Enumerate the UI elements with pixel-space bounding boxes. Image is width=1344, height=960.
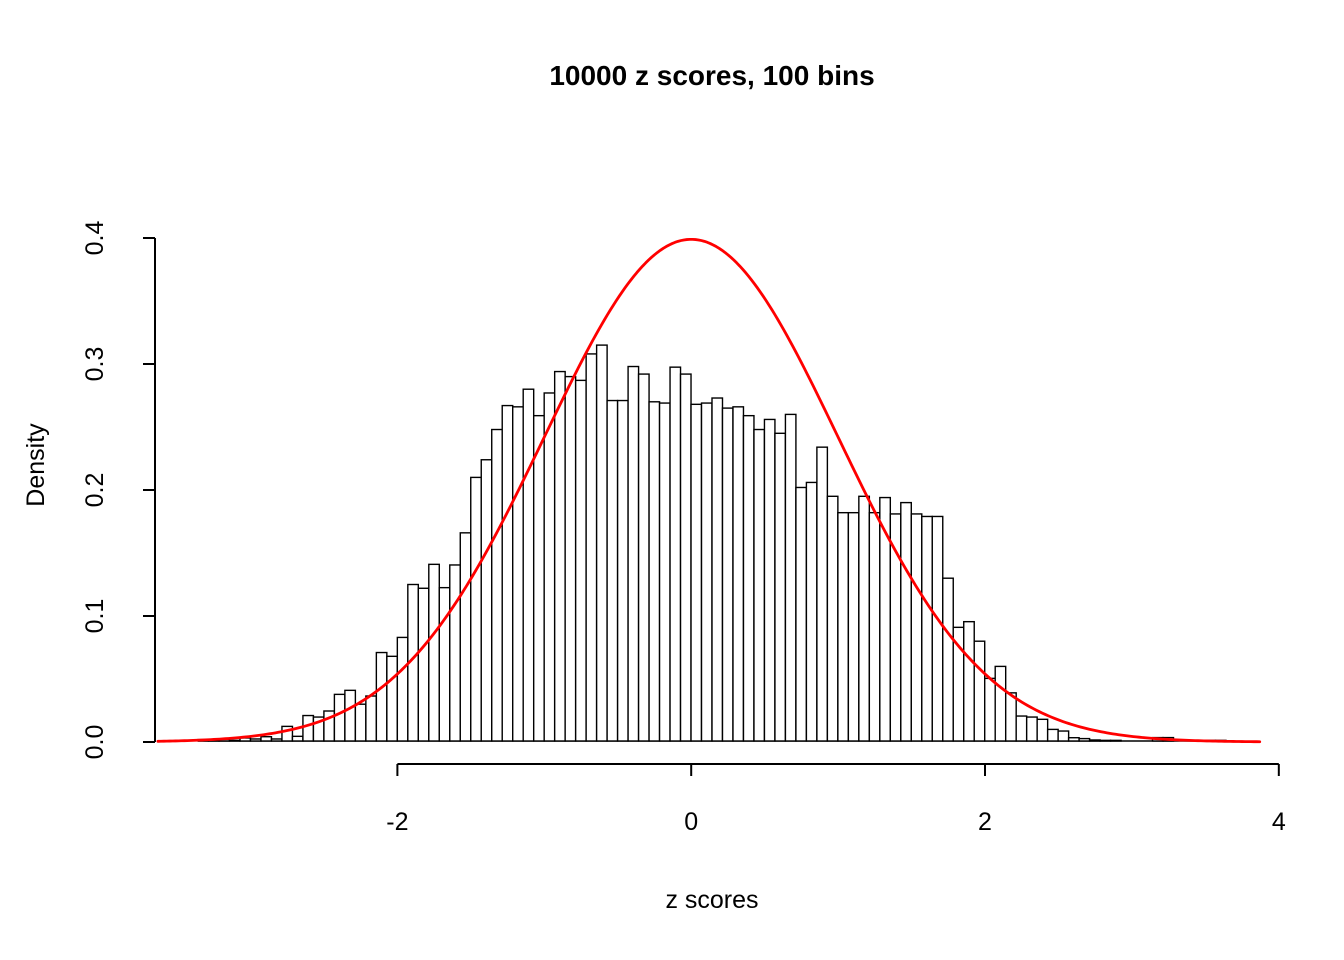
histogram-bar — [1004, 692, 1017, 742]
x-axis-tick-label: 2 — [978, 808, 992, 836]
histogram-bar — [470, 476, 482, 742]
histogram-bar — [1015, 715, 1028, 742]
histogram-bar — [438, 586, 451, 742]
x-axis: -2 0 2 4 — [386, 763, 1286, 836]
y-axis-tick-label: 0.1 — [81, 599, 109, 634]
histogram-bar — [396, 636, 409, 742]
histogram-bar — [344, 689, 357, 742]
histogram-bar — [417, 587, 430, 742]
y-axis-label: Density — [22, 423, 50, 507]
y-axis-tick-label: 0.0 — [81, 725, 109, 760]
histogram-bar — [249, 738, 262, 742]
histogram-bar — [512, 406, 524, 742]
histogram-bar — [480, 459, 493, 742]
histogram-bar — [574, 379, 587, 742]
histogram-bar — [1109, 739, 1122, 742]
normal-curve — [156, 237, 1262, 744]
histogram-bar — [459, 532, 472, 742]
histogram-bar — [595, 344, 608, 742]
histogram-bar — [900, 501, 912, 742]
histogram-bar — [270, 738, 283, 742]
histogram-bar — [910, 513, 923, 742]
histogram-bar — [564, 375, 577, 742]
histogram-bar — [354, 703, 367, 742]
histogram-bar — [501, 404, 514, 742]
histogram-bar — [281, 725, 294, 742]
histogram-bar — [826, 495, 839, 742]
y-axis-tick-label: 0.2 — [81, 473, 109, 508]
histogram-bar — [365, 695, 378, 742]
histogram-bar — [585, 353, 598, 742]
histogram-bar — [994, 665, 1007, 742]
histogram-bar — [847, 511, 860, 742]
histogram-bar — [428, 563, 440, 742]
histogram-bar — [522, 388, 535, 742]
histogram-bar — [648, 401, 661, 742]
histogram-bar — [637, 373, 650, 742]
histogram-bar — [753, 428, 766, 742]
histogram-bar — [784, 413, 797, 742]
histogram-bar — [669, 366, 682, 742]
histogram-bars — [197, 344, 1227, 742]
histogram-bar — [260, 736, 273, 742]
histogram-bar — [795, 486, 808, 742]
histogram-bar — [543, 392, 556, 742]
x-axis-tick-label: 4 — [1272, 808, 1286, 836]
histogram-bar — [973, 640, 986, 742]
histogram-bar — [742, 414, 755, 742]
histogram-bar — [386, 655, 399, 742]
histogram-bar — [984, 677, 996, 742]
histogram-bar — [532, 414, 545, 742]
histogram-bar — [711, 397, 724, 742]
histogram-bar — [1067, 737, 1080, 742]
histogram-bar — [291, 735, 304, 742]
histogram-bar — [721, 407, 734, 742]
histogram-bar — [763, 418, 776, 742]
x-axis-tick-label: 0 — [684, 808, 698, 836]
histogram-bar — [658, 402, 671, 742]
histogram-bar — [1099, 739, 1112, 742]
y-axis-tick-label: 0.3 — [81, 347, 109, 382]
histogram-bar — [375, 651, 388, 742]
histogram-bar — [302, 714, 315, 742]
histogram-bar — [1036, 718, 1049, 742]
histogram-bar — [616, 399, 629, 742]
histogram-bar — [805, 481, 818, 742]
y-axis-tick-label: 0.4 — [81, 221, 109, 256]
histogram-bar — [1025, 716, 1038, 742]
histogram-bar — [921, 515, 933, 742]
histogram-bar — [774, 432, 787, 742]
histogram-bar — [449, 564, 461, 742]
histogram-bar — [889, 513, 902, 742]
histogram-bar — [1078, 737, 1091, 742]
histogram-bar — [942, 577, 954, 742]
histogram-bar — [931, 515, 944, 742]
histogram-bar — [816, 446, 829, 742]
histogram-bar — [553, 370, 566, 742]
histogram-bar — [679, 373, 692, 742]
x-axis-tick-label: -2 — [386, 808, 408, 836]
histogram-bar — [606, 399, 619, 742]
x-axis-label: z scores — [665, 886, 758, 914]
histogram-bar — [228, 739, 241, 742]
histogram-bar — [700, 402, 713, 742]
histogram-bar — [858, 495, 871, 742]
chart-title: 10000 z scores, 100 bins — [549, 60, 874, 91]
histogram-bar — [963, 620, 975, 742]
histogram-bar — [627, 365, 640, 742]
histogram-bar — [491, 428, 503, 742]
histogram-bar — [333, 693, 346, 742]
histogram-bar — [868, 511, 881, 742]
y-axis: 0.0 0.1 0.2 0.3 0.4 — [81, 221, 156, 760]
histogram-bar — [1046, 728, 1059, 742]
histogram-bar — [690, 403, 703, 742]
histogram-bar — [732, 406, 745, 742]
histogram-bar — [837, 511, 850, 742]
histogram-bar — [1057, 730, 1070, 742]
histogram-bar — [1088, 739, 1101, 742]
